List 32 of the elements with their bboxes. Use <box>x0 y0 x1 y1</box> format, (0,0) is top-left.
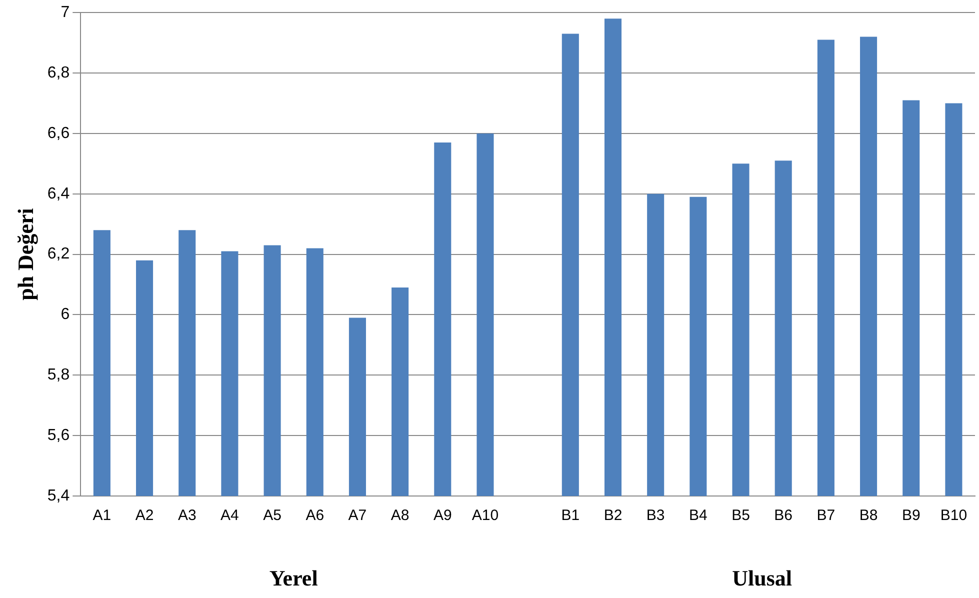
text: Yerel <box>269 566 318 591</box>
x-tick-label: B3 <box>646 507 665 524</box>
text: Ulusal <box>732 566 792 591</box>
y-tick-label: 6,2 <box>47 246 70 263</box>
x-tick-label: B6 <box>774 507 793 524</box>
x-tick-label: A5 <box>263 507 282 524</box>
y-tick-label: 6,4 <box>47 185 70 202</box>
x-tick-label: B5 <box>732 507 750 524</box>
y-tick-label: 7 <box>60 4 70 22</box>
x-tick-label: B7 <box>816 507 836 524</box>
x-tick-label: A6 <box>306 507 324 524</box>
x-tick-label: A4 <box>220 507 239 524</box>
y-tick-label: 5,6 <box>47 426 70 444</box>
y-tick-label: 6,8 <box>47 64 70 82</box>
y-tick-label: 6 <box>60 306 70 324</box>
x-tick-label: A1 <box>92 507 112 524</box>
x-tick-label: A2 <box>135 507 154 524</box>
x-tick-label: B1 <box>561 507 580 524</box>
x-tick-label: A7 <box>348 507 367 524</box>
y-axis-title: ph Değeri <box>12 208 38 300</box>
y-tick-label: 6,6 <box>47 124 70 142</box>
x-tick-label: B4 <box>688 507 708 524</box>
x-tick-label: A8 <box>390 507 410 524</box>
x-tick-label: B8 <box>859 507 878 524</box>
x-tick-label: B9 <box>902 507 920 524</box>
x-tick-label: A3 <box>178 507 196 524</box>
x-tick-label: A10 <box>472 507 499 524</box>
x-tick-label: B2 <box>604 507 622 524</box>
x-tick-label: B10 <box>940 507 968 524</box>
y-tick-label: 5,4 <box>47 487 70 504</box>
y-tick-label: 5,8 <box>47 366 70 384</box>
x-tick-label: A9 <box>433 507 452 524</box>
